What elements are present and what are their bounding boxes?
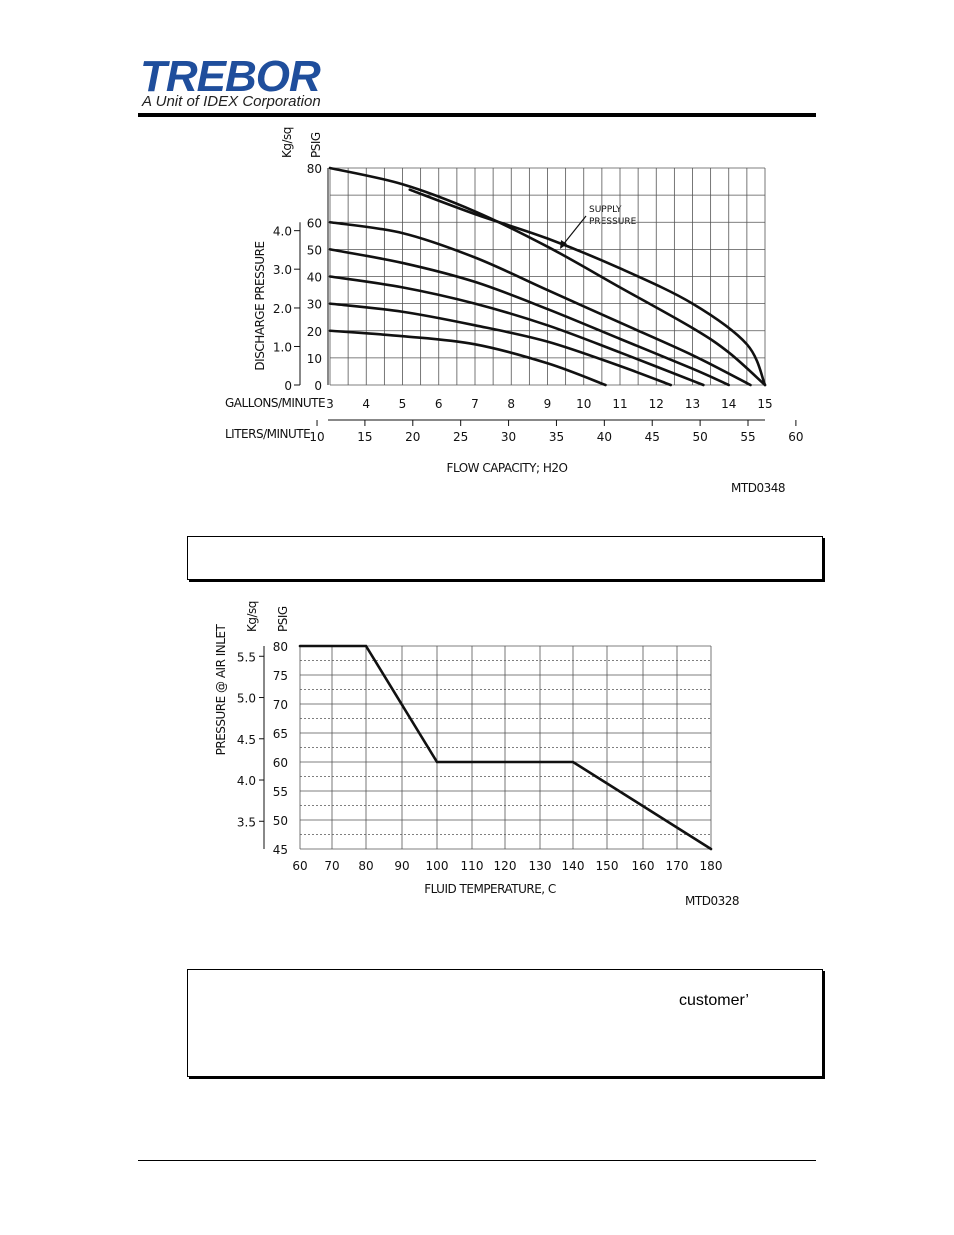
chart1-x2-tick: 50	[692, 430, 707, 444]
chart1-y2-tick: 0	[284, 379, 292, 393]
chart1-x-axis-label: GALLONS/MINUTE	[225, 396, 325, 410]
chart1-y-tick: 50	[307, 243, 322, 257]
supply-pressure-leader-line	[561, 215, 587, 247]
chart1-x-tick: 14	[721, 397, 736, 411]
chart1-x2-tick: 25	[453, 430, 468, 444]
chart1-x-tick: 5	[399, 397, 407, 411]
chart1-code: MTD0348	[731, 481, 785, 495]
chart2-xlabel: FLUID TEMPERATURE, C	[424, 882, 556, 896]
chart2-y2-tick: 5.5	[237, 650, 256, 664]
chart1-x2-tick: 60	[788, 430, 803, 444]
chart2-x-tick: 90	[394, 859, 409, 873]
chart2-y2-tick: 4.5	[237, 733, 256, 747]
chart2-y-title: PSIG	[276, 606, 290, 632]
note-box-1	[187, 536, 823, 580]
air-inlet-pressure-chart: Kg/sq PSIG PRESSURE @ AIR INLET FLUID TE…	[214, 601, 739, 908]
chart2-y-tick: 45	[273, 843, 288, 857]
chart2-code: MTD0328	[685, 894, 739, 908]
chart2-y-tick: 65	[273, 727, 288, 741]
supply-pressure-arrowhead	[560, 240, 567, 249]
chart1-x2-tick: 20	[405, 430, 420, 444]
chart2-x-tick: 100	[426, 859, 449, 873]
chart1-x2-tick: 15	[357, 430, 372, 444]
chart1-y-tick: 40	[307, 271, 322, 285]
chart1-y-tick: 30	[307, 298, 322, 312]
chart1-x-tick: 9	[544, 397, 552, 411]
chart2-x-tick: 170	[666, 859, 689, 873]
chart1-curve-3	[328, 220, 752, 387]
chart2-y-tick: 55	[273, 785, 288, 799]
chart1-x-tick: 12	[649, 397, 664, 411]
chart1-x-tick: 4	[362, 397, 370, 411]
chart1-x2-tick: 40	[597, 430, 612, 444]
header-rule	[138, 113, 816, 117]
chart2-x-tick: 130	[529, 859, 552, 873]
chart1-y2-tick: 1.0	[273, 340, 292, 354]
chart1-y-tick: 0	[314, 379, 322, 393]
chart2-y-tick: 75	[273, 669, 288, 683]
chart1-x-tick: 13	[685, 397, 700, 411]
chart2-ylabel: PRESSURE @ AIR INLET	[214, 623, 228, 755]
note-box-2: customer’	[187, 969, 823, 1077]
chart1-x-tick: 6	[435, 397, 443, 411]
chart1-x-tick: 15	[757, 397, 772, 411]
trebor-logo: TREBOR A Unit of IDEX Corporation	[140, 55, 350, 113]
chart1-x2-tick: 35	[549, 430, 564, 444]
chart2-x-tick: 60	[292, 859, 307, 873]
chart1-x2-axis-label: LITERS/MINUTE	[225, 427, 310, 441]
chart1-x2-tick: 10	[309, 430, 324, 444]
chart2-x-tick: 80	[358, 859, 373, 873]
chart1-y-title: PSIG	[309, 132, 323, 158]
chart1-xlabel: FLOW CAPACITY; H2O	[447, 461, 568, 475]
chart1-y2-tick: 2.0	[273, 302, 292, 316]
note-box-2-text: customer’	[679, 992, 749, 1009]
chart2-y2-tick: 3.5	[237, 815, 256, 829]
chart2-x-tick: 110	[461, 859, 484, 873]
chart2-y-tick: 60	[273, 756, 288, 770]
chart1-x2-tick: 30	[501, 430, 516, 444]
chart1-y-tick: 80	[307, 162, 322, 176]
chart1-y-tick: 60	[307, 216, 322, 230]
logo-wordmark: TREBOR	[140, 52, 321, 101]
footer-rule	[138, 1160, 816, 1161]
chart1-x2-tick: 45	[645, 430, 660, 444]
supply-pressure-annotation-line1: SUPPLY	[589, 205, 622, 215]
logo-subtitle: A Unit of IDEX Corporation	[142, 93, 321, 110]
chart1-curve-4	[328, 248, 731, 387]
chart1-x2-tick: 55	[740, 430, 755, 444]
chart1-y2-title: Kg/sq	[280, 127, 294, 158]
chart1-curve-2	[408, 188, 767, 387]
chart2-x-tick: 120	[494, 859, 517, 873]
chart1-x-tick: 7	[471, 397, 479, 411]
chart1-y2-tick: 3.0	[273, 263, 292, 277]
chart1-y-tick: 10	[307, 352, 322, 366]
chart1-x-tick: 10	[576, 397, 591, 411]
chart1-x-tick: 11	[612, 397, 627, 411]
chart1-y-tick: 20	[307, 325, 322, 339]
chart1-ylabel: DISCHARGE PRESSURE	[253, 241, 267, 370]
chart2-y2-tick: 5.0	[237, 692, 256, 706]
chart2-x-tick: 180	[700, 859, 723, 873]
chart2-x-tick: 140	[562, 859, 585, 873]
chart1-curve-5	[328, 275, 705, 387]
chart2-x-tick: 150	[596, 859, 619, 873]
chart2-y-tick: 70	[273, 698, 288, 712]
chart1-curve-6	[328, 302, 673, 387]
chart2-x-tick: 160	[632, 859, 655, 873]
chart2-y2-title: Kg/sq	[245, 601, 259, 632]
chart1-x-tick: 3	[326, 397, 334, 411]
chart1-curve-1	[328, 166, 767, 387]
chart2-series-line	[298, 644, 713, 851]
discharge-pressure-chart: Kg/sq PSIG DISCHARGE PRESSURE GALLONS/MI…	[225, 127, 804, 495]
chart1-x-tick: 8	[507, 397, 515, 411]
chart2-y-tick: 50	[273, 814, 288, 828]
chart2-x-tick: 70	[324, 859, 339, 873]
chart2-y-tick: 80	[273, 640, 288, 654]
chart1-curve-7	[328, 329, 607, 387]
chart1-y2-tick: 4.0	[273, 225, 292, 239]
chart2-y2-tick: 4.0	[237, 774, 256, 788]
